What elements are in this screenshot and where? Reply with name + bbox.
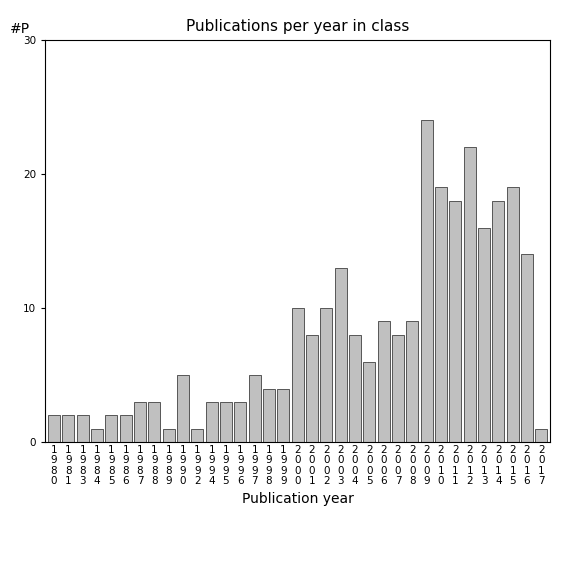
Bar — [492, 201, 505, 442]
Bar — [48, 416, 60, 442]
Bar — [392, 335, 404, 442]
Bar — [277, 388, 289, 442]
Bar — [306, 335, 318, 442]
Bar — [478, 227, 490, 442]
Bar — [449, 201, 462, 442]
Bar — [148, 402, 160, 442]
Bar — [62, 416, 74, 442]
Bar — [134, 402, 146, 442]
Bar — [363, 362, 375, 442]
Bar — [507, 187, 519, 442]
Bar — [535, 429, 548, 442]
Bar — [435, 187, 447, 442]
Bar — [335, 268, 347, 442]
Title: Publications per year in class: Publications per year in class — [186, 19, 409, 35]
Bar — [177, 375, 189, 442]
Bar — [91, 429, 103, 442]
Bar — [163, 429, 175, 442]
Bar — [378, 321, 390, 442]
Bar — [234, 402, 247, 442]
Bar — [220, 402, 232, 442]
Bar — [291, 308, 304, 442]
Bar — [407, 321, 418, 442]
Bar — [421, 120, 433, 442]
Bar — [521, 255, 533, 442]
Bar — [105, 416, 117, 442]
Bar — [191, 429, 204, 442]
Bar — [77, 416, 88, 442]
Bar — [206, 402, 218, 442]
Bar — [263, 388, 275, 442]
Bar — [320, 308, 332, 442]
Text: #P: #P — [10, 22, 30, 36]
Bar — [120, 416, 132, 442]
Bar — [464, 147, 476, 442]
X-axis label: Publication year: Publication year — [242, 492, 354, 506]
Bar — [248, 375, 261, 442]
Bar — [349, 335, 361, 442]
